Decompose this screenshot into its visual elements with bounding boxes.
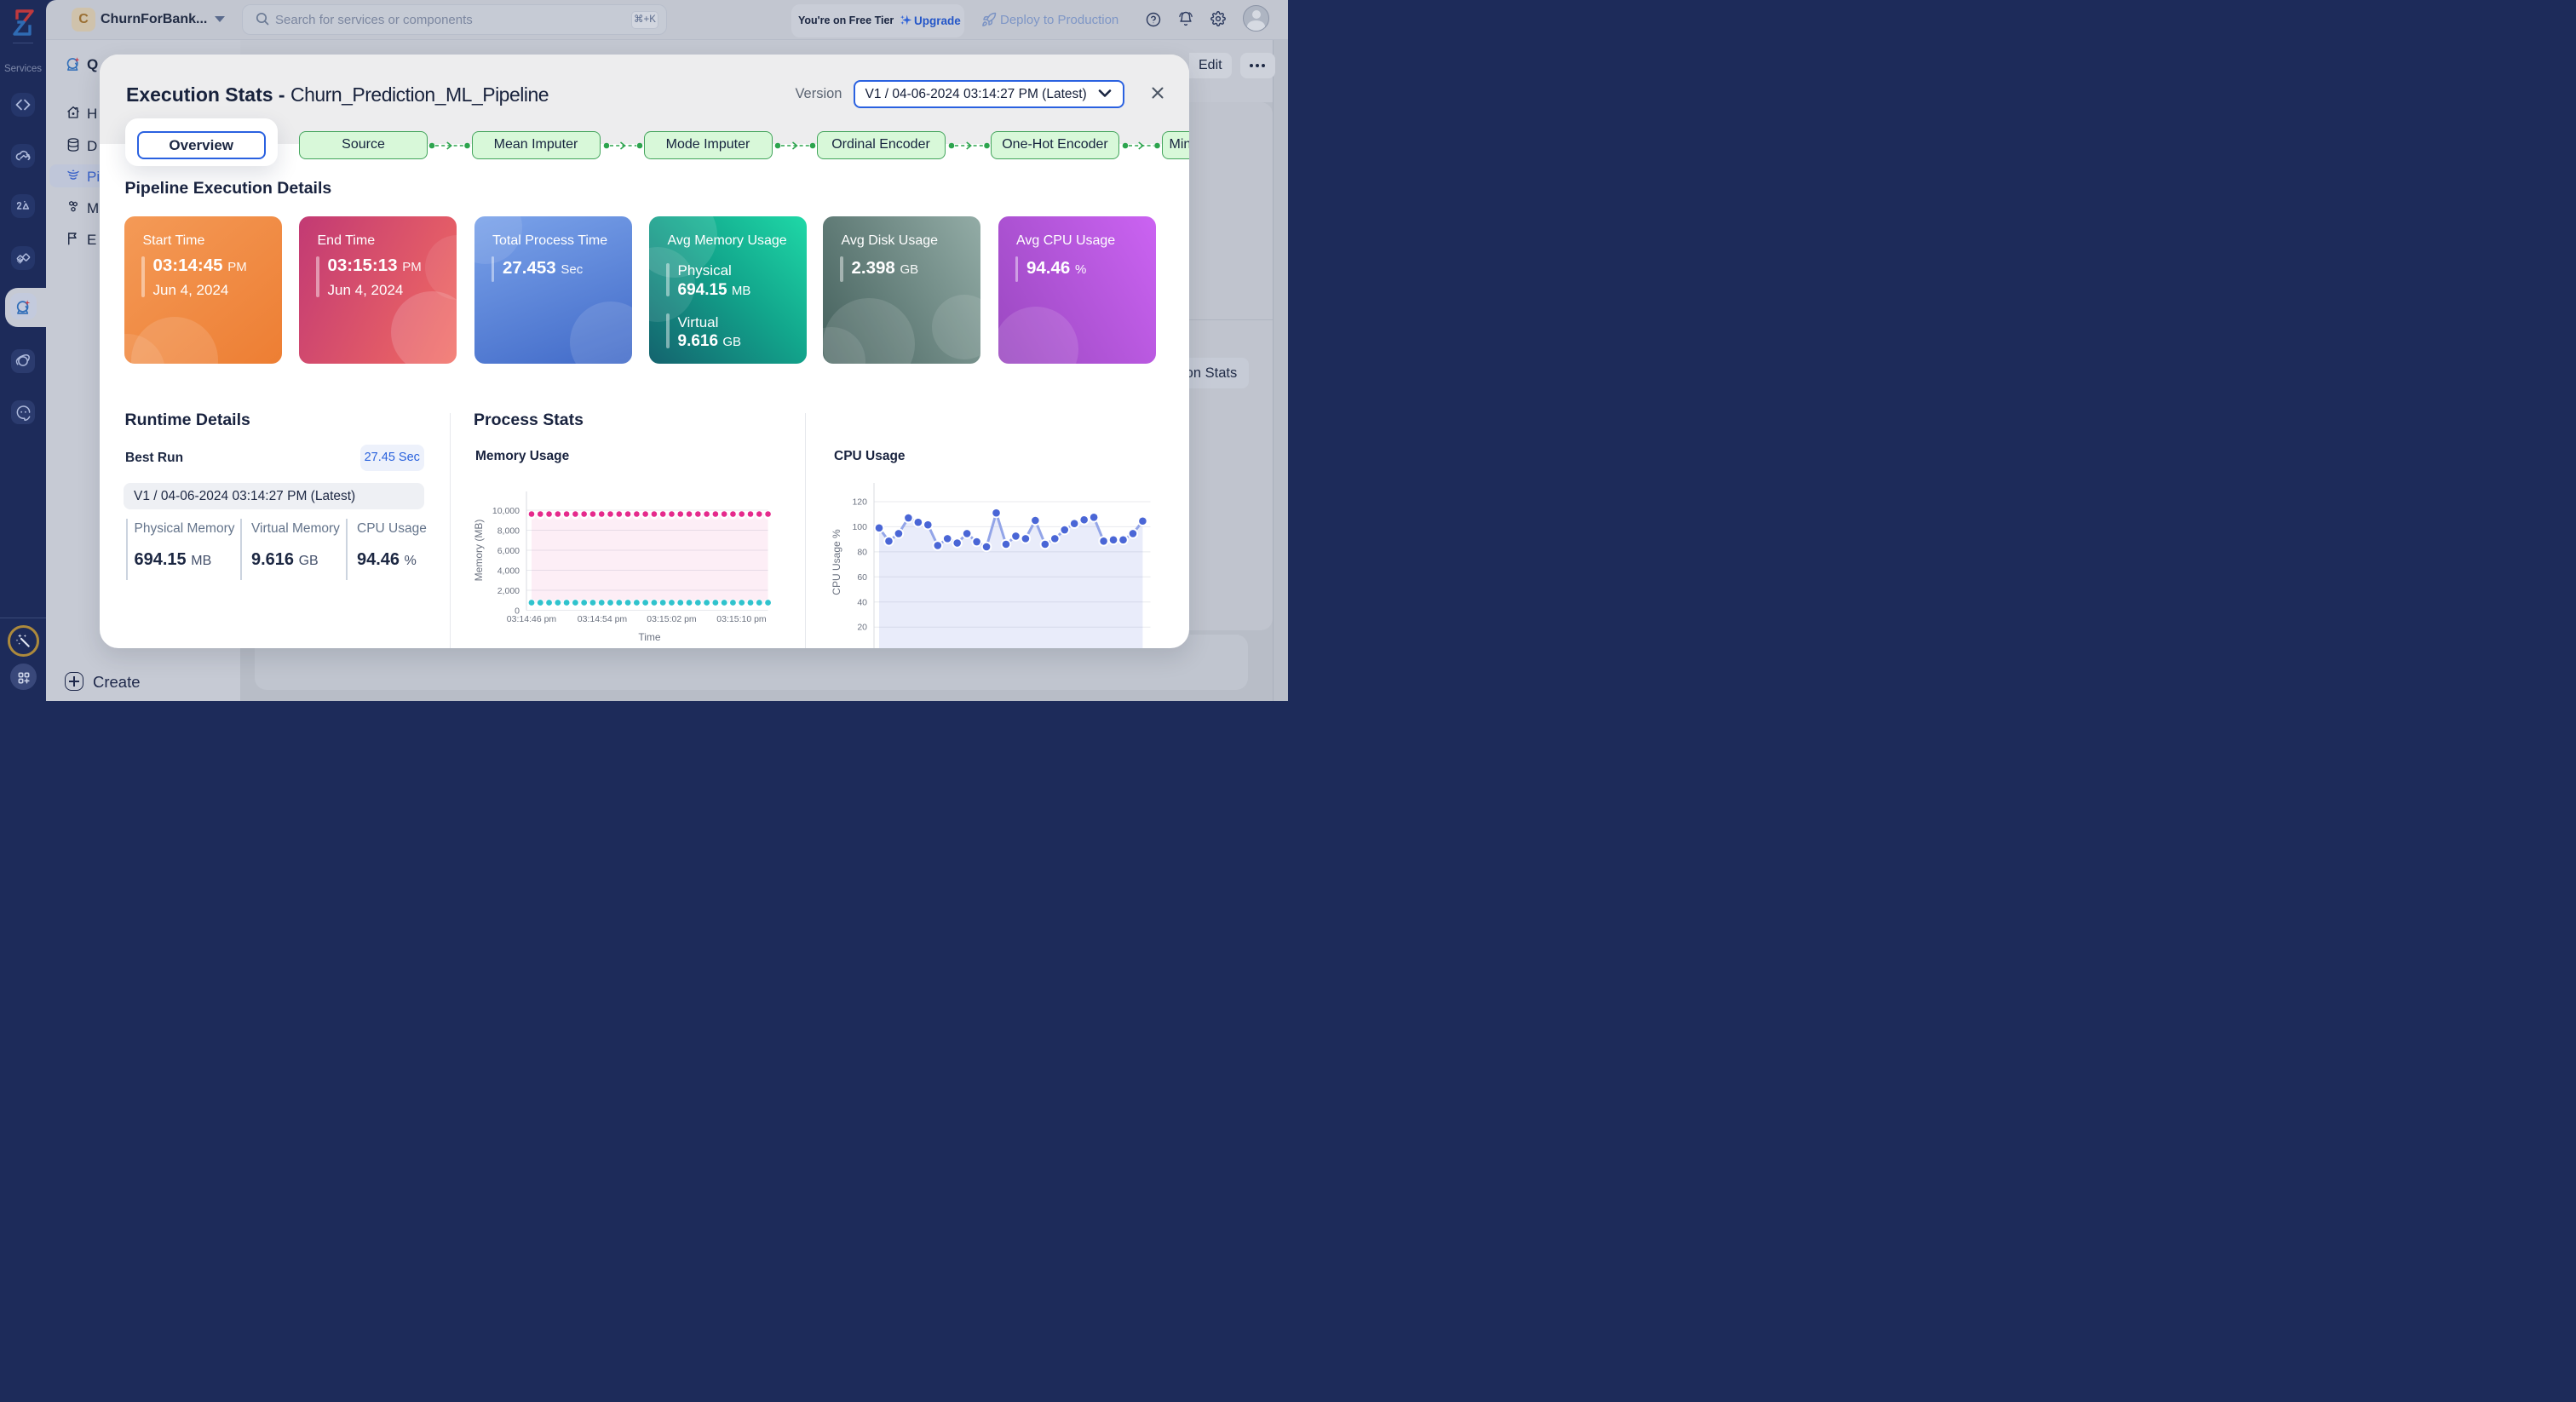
svg-text:Memory (MB): Memory (MB) xyxy=(473,520,485,582)
svg-text:120: 120 xyxy=(852,497,867,508)
svg-text:60: 60 xyxy=(857,572,867,583)
svg-text:80: 80 xyxy=(857,547,867,557)
svg-text:03:14:46 pm: 03:14:46 pm xyxy=(507,614,557,624)
svg-text:Time: Time xyxy=(638,631,661,643)
svg-text:03:15:10 pm: 03:15:10 pm xyxy=(716,614,767,624)
svg-text:6,000: 6,000 xyxy=(497,546,520,556)
svg-text:0: 0 xyxy=(515,606,520,617)
svg-text:8,000: 8,000 xyxy=(497,526,520,537)
svg-text:2,000: 2,000 xyxy=(497,586,520,596)
svg-text:03:14:54 pm: 03:14:54 pm xyxy=(578,614,628,624)
svg-text:03:15:02 pm: 03:15:02 pm xyxy=(647,614,697,624)
svg-text:CPU Usage %: CPU Usage % xyxy=(831,529,842,595)
svg-text:0: 0 xyxy=(862,647,867,648)
svg-text:10,000: 10,000 xyxy=(492,506,520,516)
svg-text:4,000: 4,000 xyxy=(497,566,520,577)
svg-text:20: 20 xyxy=(857,623,867,633)
svg-text:40: 40 xyxy=(857,597,867,607)
svg-text:100: 100 xyxy=(852,522,867,532)
